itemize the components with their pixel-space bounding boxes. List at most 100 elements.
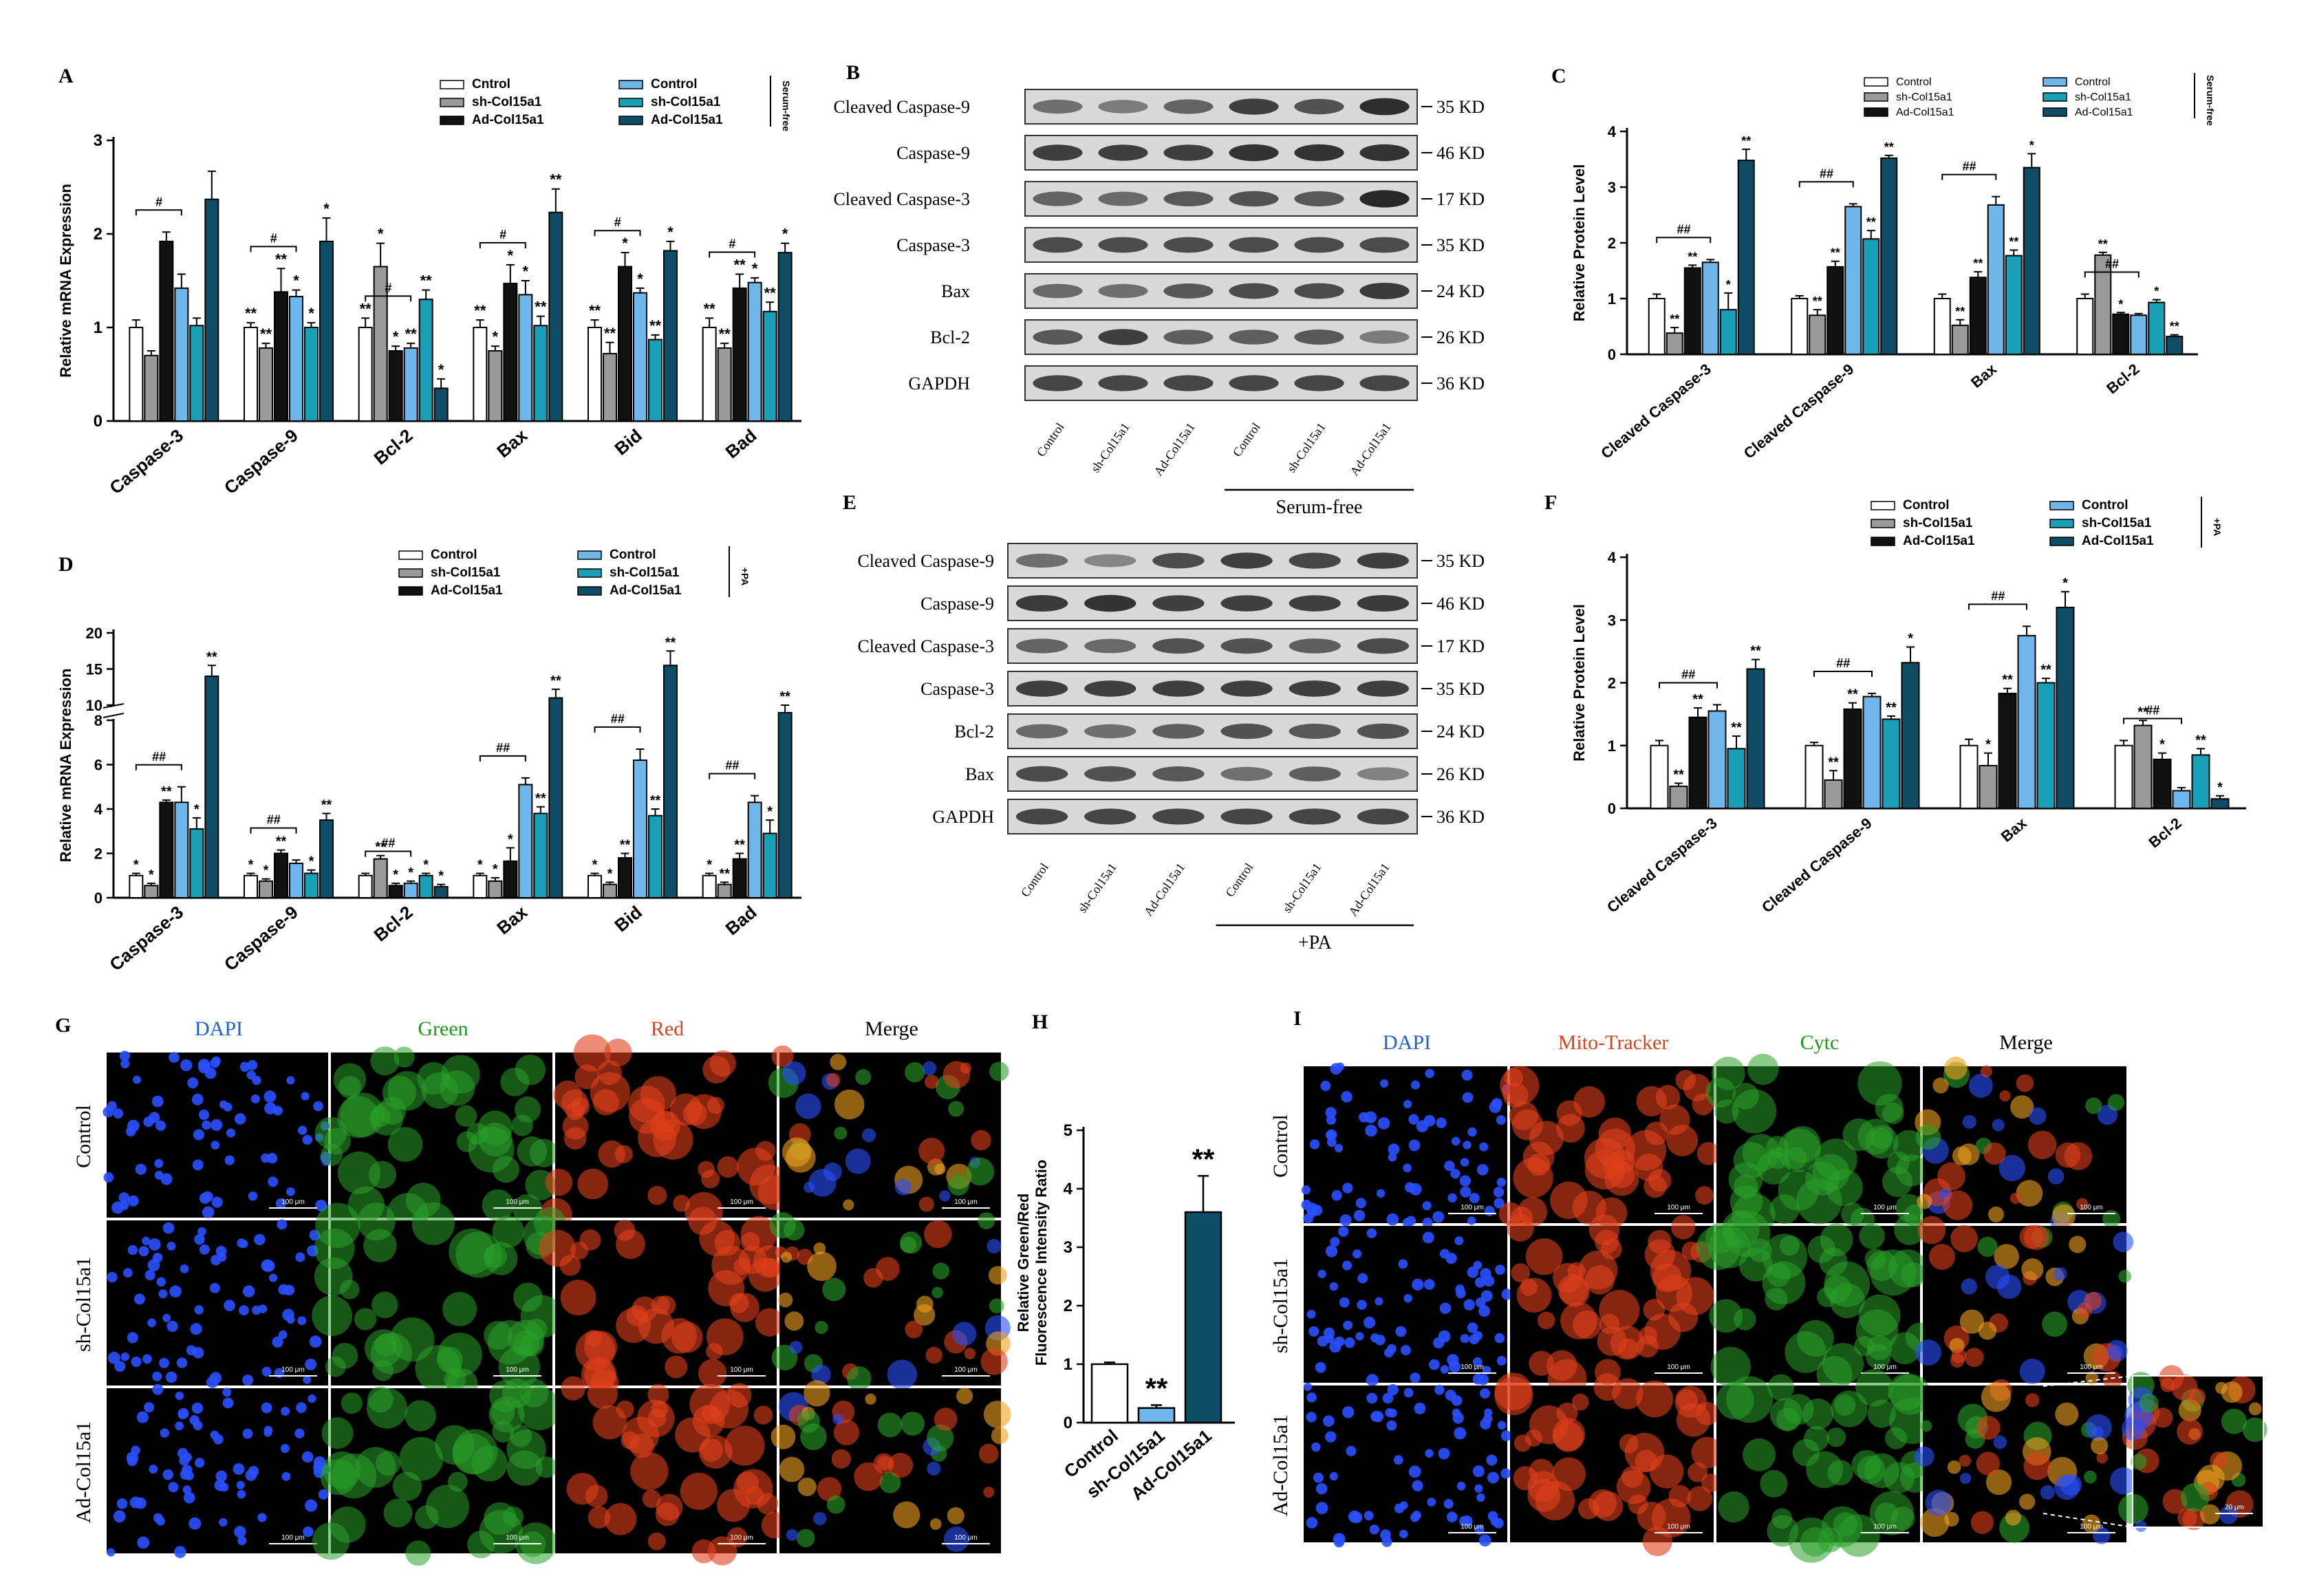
cell (784, 1219, 805, 1241)
cell (1676, 1277, 1714, 1315)
cell (1959, 1309, 1984, 1334)
legend-swatch (398, 586, 423, 596)
lane-label: Control (1018, 861, 1051, 900)
bar (1951, 324, 1969, 356)
significance-mark: ** (1741, 134, 1751, 148)
cell (1425, 1449, 1434, 1458)
cell (199, 1192, 211, 1204)
cell (577, 1168, 609, 1200)
significance-mark: ** (360, 300, 372, 317)
cell (131, 1357, 142, 1368)
cell (1588, 1489, 1617, 1518)
cell (314, 1228, 355, 1269)
significance-mark: ** (1828, 755, 1839, 770)
cell (680, 1472, 718, 1510)
legend-label: Ad-Col15a1 (610, 583, 682, 598)
cell (598, 1140, 626, 1168)
legend-swatch (618, 116, 643, 125)
cell (529, 1139, 559, 1167)
cell (2076, 1198, 2089, 1211)
cell (901, 1412, 925, 1436)
cell (1393, 1455, 1403, 1465)
cell (279, 1330, 288, 1339)
significance-mark: ** (589, 302, 601, 319)
panel-letter: H (1032, 1011, 1048, 1033)
bar (588, 874, 602, 898)
protein-band (1294, 191, 1344, 206)
significance-mark: * (378, 226, 384, 243)
significance-mark: * (133, 858, 139, 873)
cell (748, 1258, 783, 1292)
protein-band (1015, 766, 1068, 782)
bar (1959, 744, 1979, 809)
cell (1929, 1244, 1955, 1270)
hash-bracket (1656, 237, 1712, 244)
cell (2221, 1408, 2247, 1434)
y-tick-label: 2 (94, 225, 103, 244)
x-tick-label: Bax (1968, 360, 2001, 391)
scale-bar-label: 100 μm (506, 1366, 529, 1374)
bar (1844, 206, 1862, 355)
protein-band (1084, 638, 1136, 654)
bar (518, 784, 533, 899)
cell (194, 1305, 204, 1315)
cell (647, 1185, 667, 1205)
bar (518, 294, 533, 422)
blot-strip (1024, 135, 1418, 171)
legend-label: sh-Col15a1 (472, 95, 542, 109)
significance-mark: * (323, 200, 330, 217)
significance-mark: ** (1831, 246, 1840, 260)
cell (724, 1425, 765, 1466)
cell (149, 1465, 158, 1474)
cell (224, 1155, 235, 1165)
legend-label: Control (1896, 76, 1932, 88)
cell (283, 1284, 295, 1296)
cell (717, 1489, 751, 1522)
significance-mark: ** (474, 302, 486, 319)
cell (180, 1264, 189, 1273)
cell (1341, 1090, 1353, 1103)
legend-label: Ad-Col15a1 (2082, 534, 2154, 548)
cell (665, 1355, 688, 1379)
cell (1546, 1350, 1577, 1381)
hash-mark: ## (1991, 589, 2005, 603)
protein-band (1152, 552, 1205, 569)
cell (918, 1196, 934, 1212)
lane-label: Control (1230, 420, 1263, 460)
cell (177, 1410, 187, 1419)
cell (563, 1127, 587, 1150)
bar (1809, 314, 1827, 355)
cell (261, 1153, 270, 1163)
cell (1412, 1278, 1424, 1291)
protein-band (1294, 98, 1344, 115)
hash-bracket (2123, 718, 2182, 724)
bar (403, 883, 418, 898)
bar (1901, 662, 1920, 809)
bar (2112, 313, 2130, 355)
y-tick-label: 1 (1608, 290, 1616, 308)
bar (702, 874, 717, 898)
cell (309, 1335, 322, 1348)
protein-band (1163, 375, 1214, 391)
cell (1357, 1300, 1367, 1310)
cell (209, 1372, 222, 1384)
cell (1512, 1109, 1543, 1141)
cell (863, 1268, 883, 1288)
cell (813, 1242, 826, 1255)
cell (1475, 1297, 1486, 1308)
scale-bar-label: 100 μm (1667, 1363, 1690, 1371)
cell (1621, 1466, 1644, 1488)
legend-swatch (2043, 92, 2067, 102)
significance-mark: ** (1688, 250, 1697, 263)
cell (781, 1251, 793, 1263)
cell (257, 1513, 267, 1522)
cell (2085, 1097, 2102, 1114)
y-tick-label: 1 (1608, 737, 1616, 755)
cell (1308, 1326, 1319, 1337)
cell (737, 1147, 775, 1186)
cell (1857, 1061, 1902, 1106)
cell (479, 1509, 523, 1554)
protein-band (1033, 330, 1083, 345)
legend-swatch (1871, 537, 1895, 546)
bar (1862, 238, 1880, 355)
